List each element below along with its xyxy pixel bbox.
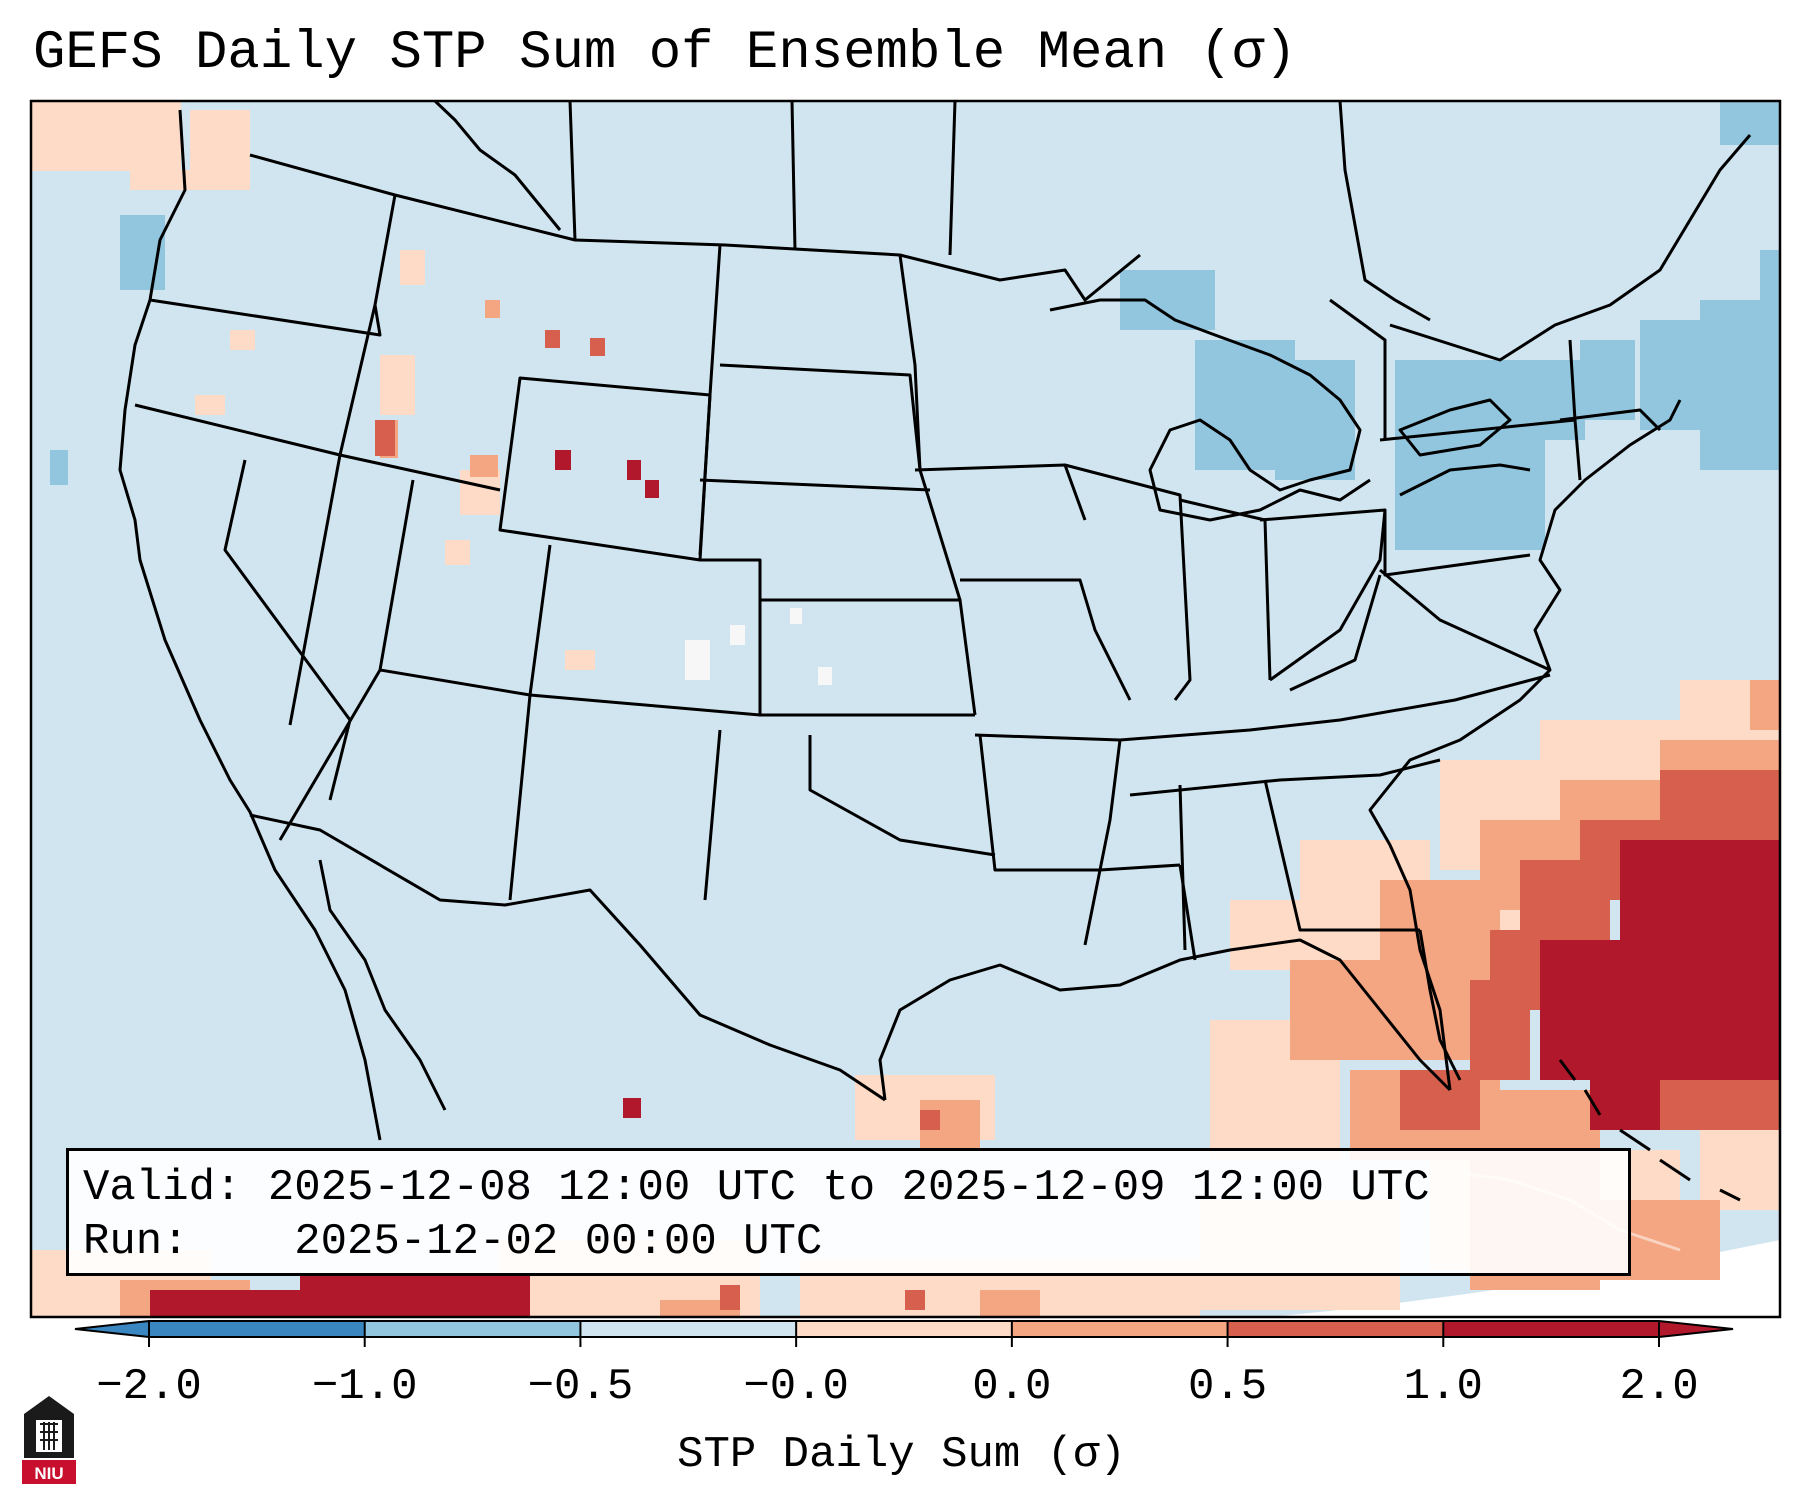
map-title: GEFS Daily STP Sum of Ensemble Mean (σ) (33, 23, 1297, 84)
colorbar-segment (796, 1321, 1013, 1337)
colorbar-tick-label: −0.5 (527, 1362, 634, 1412)
colorbar-segment (1443, 1321, 1660, 1337)
colorbar-tick-label: −0.0 (743, 1362, 849, 1412)
valid-label: Valid: (83, 1163, 242, 1213)
colorbar-ticks (148, 1321, 1660, 1347)
colorbar-tick-label: 0.5 (1187, 1362, 1268, 1412)
colorbar-tick-label: 2.0 (1619, 1362, 1699, 1412)
niu-logo-text: NIU (34, 1464, 63, 1483)
colorbar-segment (149, 1321, 366, 1337)
colorbar-tick-label: 1.0 (1403, 1362, 1483, 1412)
run-time: 2025-12-02 00:00 UTC (294, 1217, 823, 1267)
colorbar-tick-label: −1.0 (311, 1362, 418, 1412)
colorbar (74, 1320, 1734, 1347)
near-zero-cells (685, 608, 832, 685)
colorbar-extend-low (75, 1321, 149, 1337)
colorbar-label: STP Daily Sum (σ) (677, 1430, 1126, 1480)
colorbar-extend-high (1659, 1321, 1733, 1337)
colorbar-tick-label: 0.0 (972, 1362, 1052, 1412)
colorbar-tick-label: −2.0 (96, 1362, 202, 1412)
negative-anomaly-cells (50, 101, 1780, 550)
valid-run-info-box: Valid: 2025-12-08 12:00 UTC to 2025-12-0… (66, 1148, 1631, 1276)
colorbar-segment (1227, 1321, 1444, 1337)
boundary-lines (118, 101, 1752, 1252)
colorbar-segment (364, 1321, 581, 1337)
niu-logo-icon: NIU (20, 1392, 78, 1486)
colorbar-segment (1011, 1321, 1229, 1337)
map-border (29, 99, 1782, 1319)
colorbar-segments (149, 1321, 1660, 1337)
valid-time-range: 2025-12-08 12:00 UTC to 2025-12-09 12:00… (267, 1163, 1430, 1213)
map-plot-area (31, 101, 1780, 1317)
colorbar-segment (580, 1321, 797, 1337)
extreme-positive-cells (150, 450, 1780, 1317)
run-label: Run: (83, 1217, 189, 1267)
